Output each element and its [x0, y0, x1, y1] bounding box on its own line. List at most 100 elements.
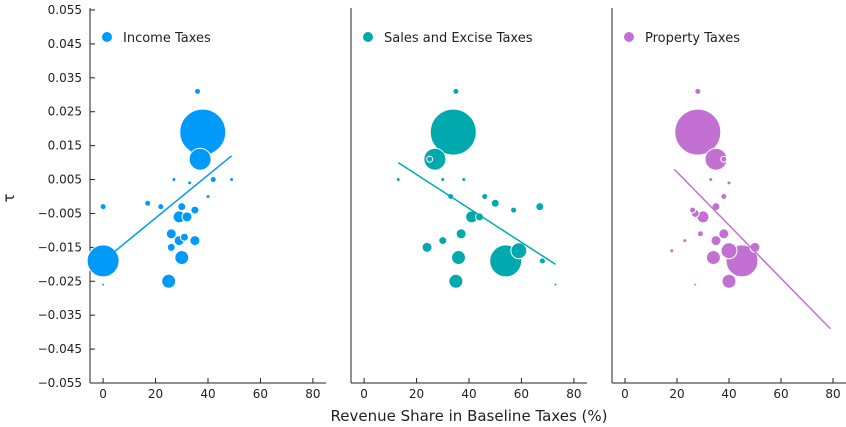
data-point: [229, 177, 235, 183]
y-tick-label: −0.055: [38, 376, 82, 390]
data-point: [689, 206, 697, 214]
data-point: [423, 147, 447, 171]
data-point: [510, 242, 528, 260]
data-point: [157, 203, 165, 211]
data-point: [448, 273, 464, 289]
data-point: [718, 228, 730, 240]
y-tick-label: 0.055: [48, 3, 82, 17]
legend-marker: [102, 32, 112, 42]
y-axis-title: τ: [0, 193, 18, 202]
data-point: [705, 250, 721, 266]
data-point: [682, 238, 688, 244]
data-point: [205, 194, 211, 199]
y-tick-label: −0.035: [38, 308, 82, 322]
data-point: [481, 193, 489, 200]
legend-marker: [363, 32, 373, 42]
data-point: [165, 228, 177, 240]
x-tick-label: 80: [566, 387, 581, 401]
data-point: [535, 202, 545, 212]
data-point: [188, 147, 212, 171]
y-tick-label: 0.045: [48, 37, 82, 51]
panel-2: 0 20 40 60 80 Property Taxes: [611, 8, 846, 401]
x-tick-label: 0: [360, 387, 368, 401]
data-point: [553, 282, 558, 287]
y-tick-label: −0.015: [38, 240, 82, 254]
x-tick-label: 0: [99, 387, 107, 401]
data-point: [194, 87, 202, 95]
data-point: [455, 228, 467, 240]
y-tick-label: −0.025: [38, 274, 82, 288]
data-point: [174, 250, 190, 266]
x-axis-title: Revenue Share in Baseline Taxes (%): [330, 407, 607, 425]
x-tick-label: 40: [721, 387, 736, 401]
data-point: [421, 241, 433, 253]
data-point: [461, 177, 467, 183]
data-point: [181, 211, 193, 223]
legend-marker: [624, 32, 634, 42]
y-tick-label: 0.005: [48, 173, 82, 187]
data-point: [720, 193, 728, 200]
panel-1: 0 20 40 60 80 Sales and Excise Taxes: [350, 8, 587, 401]
y-tick-label: −0.045: [38, 342, 82, 356]
data-point: [171, 177, 177, 183]
legend-label: Income Taxes: [123, 31, 211, 46]
x-tick-label: 20: [669, 387, 684, 401]
data-point: [429, 108, 477, 156]
data-point: [189, 235, 201, 247]
data-point: [538, 257, 546, 265]
x-tick-label: 0: [621, 387, 629, 401]
y-axis: 0.055 0.045 0.035 0.025 0.015 0.005 −0.005 −0.0…: [38, 3, 95, 390]
data-point: [669, 248, 675, 254]
data-point: [674, 108, 722, 156]
data-point: [187, 180, 193, 186]
y-tick-label: −0.005: [38, 206, 82, 220]
x-tick-label: 20: [409, 387, 424, 401]
data-point: [694, 87, 702, 95]
x-tick-label: 80: [825, 387, 840, 401]
x-tick-label: 40: [461, 387, 476, 401]
data-point: [101, 282, 106, 287]
data-point: [693, 282, 698, 287]
data-point: [179, 232, 189, 242]
data-point: [438, 236, 448, 246]
data-point: [711, 202, 721, 212]
data-point: [452, 87, 460, 95]
panels: 0 20 40 60 80 Income Taxes 0 20 40 60 80 Sales and …: [86, 8, 846, 401]
data-point: [161, 273, 177, 289]
data-point: [696, 230, 704, 238]
data-point: [209, 176, 217, 184]
fit-line: [102, 155, 233, 262]
data-point: [490, 198, 500, 208]
data-point: [720, 242, 738, 260]
data-point: [708, 177, 714, 183]
x-tick-label: 80: [305, 387, 320, 401]
fit-line: [673, 168, 831, 330]
data-point: [710, 235, 722, 247]
data-point: [190, 205, 200, 215]
fit-line: [397, 161, 556, 265]
x-tick-label: 40: [200, 387, 215, 401]
x-tick-label: 60: [253, 387, 268, 401]
data-point: [510, 206, 518, 214]
x-tick-label: 60: [514, 387, 529, 401]
data-point: [720, 155, 728, 163]
y-tick-label: 0.015: [48, 139, 82, 153]
data-point: [166, 242, 176, 252]
legend-label: Sales and Excise Taxes: [384, 31, 533, 46]
data-point: [99, 203, 107, 211]
data-point: [144, 199, 152, 207]
data-point: [395, 177, 401, 183]
legend-label: Property Taxes: [645, 31, 740, 46]
x-tick-label: 60: [773, 387, 788, 401]
data-point: [440, 177, 446, 183]
panel-0: 0 20 40 60 80 Income Taxes: [86, 8, 326, 401]
y-tick-label: 0.035: [48, 71, 82, 85]
data-point: [426, 155, 434, 163]
data-point: [177, 202, 187, 212]
data-point: [721, 273, 737, 289]
data-point: [726, 180, 732, 186]
data-point: [451, 250, 467, 266]
y-tick-label: 0.025: [48, 105, 82, 119]
x-tick-label: 20: [148, 387, 163, 401]
